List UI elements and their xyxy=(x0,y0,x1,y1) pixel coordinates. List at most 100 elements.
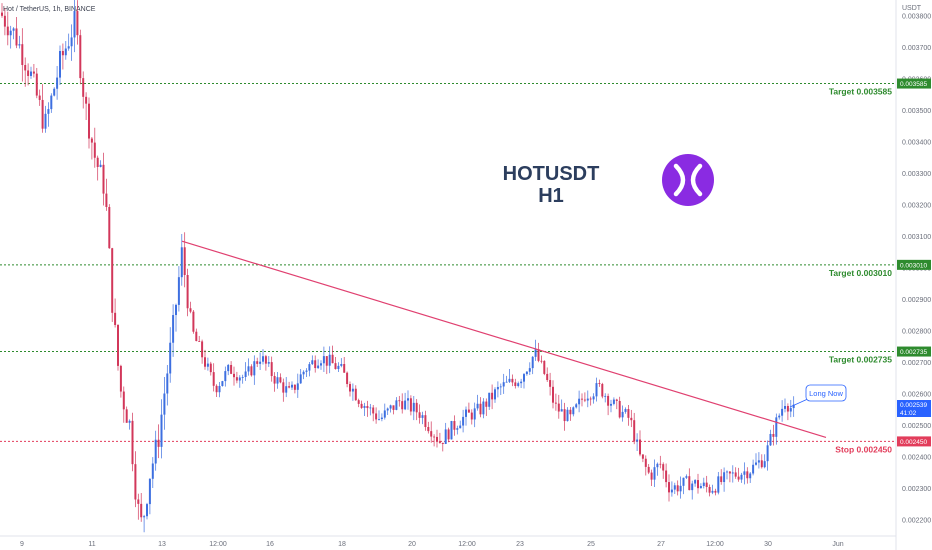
candle-body xyxy=(583,399,586,401)
candle-body xyxy=(523,374,525,382)
candle-body xyxy=(557,403,560,412)
candle-body xyxy=(665,470,668,483)
y-tick-label: 0.003300 xyxy=(902,171,931,178)
candle-body xyxy=(288,386,291,388)
candle-body xyxy=(61,51,64,56)
x-tick-label: 12:00 xyxy=(209,541,227,548)
candle-body xyxy=(177,277,180,305)
candle-body xyxy=(746,471,749,479)
candle-body xyxy=(241,377,244,378)
candle-body xyxy=(79,35,82,79)
candle-body xyxy=(563,409,566,422)
candle-body xyxy=(694,480,697,484)
candle-body xyxy=(134,464,137,500)
candle-body xyxy=(30,71,32,76)
candle-body xyxy=(206,363,209,367)
candle-body xyxy=(534,349,537,357)
long-now-callout[interactable]: Long Now xyxy=(789,384,847,408)
candle-body xyxy=(372,407,375,414)
candle-body xyxy=(366,406,369,409)
candle-body xyxy=(438,441,441,443)
candle-body xyxy=(508,378,511,382)
candle-body xyxy=(670,489,673,493)
x-axis-ticks: 9 11 13 12:00 16 18 20 12:00 23 25 27 12:00 30 Jun xyxy=(20,541,844,548)
candle-body xyxy=(186,275,189,309)
candle-body xyxy=(291,384,293,388)
y-tick-label: 0.002700 xyxy=(902,360,931,367)
chart-subtitle: H1 xyxy=(538,185,564,207)
candle-body xyxy=(50,95,53,110)
candle-body xyxy=(131,420,134,465)
last-price-tag: 0.002539 41:02 xyxy=(897,400,931,417)
candle-body xyxy=(392,405,395,410)
price-scale[interactable] xyxy=(896,0,932,550)
candle-body xyxy=(784,405,786,409)
candle-body xyxy=(743,471,746,475)
candle-body xyxy=(711,490,714,493)
candle-body xyxy=(389,405,392,409)
candle-body xyxy=(421,415,424,418)
y-tick-label: 0.002900 xyxy=(902,297,931,304)
candle-body xyxy=(35,73,38,96)
candle-body xyxy=(383,410,386,418)
x-tick-label: 12:00 xyxy=(458,541,476,548)
candle-body xyxy=(302,371,305,375)
candle-body xyxy=(270,362,273,377)
candle-body xyxy=(717,476,720,493)
candle-body xyxy=(15,28,18,46)
candle-body xyxy=(128,420,131,423)
level-label-target: Target 0.002735 xyxy=(829,355,892,365)
candle-body xyxy=(668,482,670,493)
candle-body xyxy=(436,436,438,442)
trendline[interactable] xyxy=(181,240,827,438)
candle-body xyxy=(418,412,421,418)
candle-body xyxy=(627,409,630,418)
candle-body xyxy=(363,406,366,408)
candle-body xyxy=(482,401,485,415)
candle-body xyxy=(215,385,218,393)
candle-body xyxy=(650,472,653,480)
x-tick-label: 27 xyxy=(657,541,665,548)
x-tick-label: 13 xyxy=(158,541,166,548)
candle-body xyxy=(781,408,784,416)
candle-body xyxy=(73,11,76,38)
candle-body xyxy=(357,400,360,404)
candle-body xyxy=(238,377,241,381)
candle-body xyxy=(412,402,415,412)
candle-body xyxy=(404,400,407,410)
candlesticks xyxy=(1,0,795,533)
candle-body xyxy=(143,516,146,518)
candle-body xyxy=(581,398,583,400)
candle-body xyxy=(662,464,665,471)
candle-body xyxy=(137,499,140,504)
candle-body xyxy=(647,466,650,473)
candle-body xyxy=(227,364,230,372)
candle-body xyxy=(18,44,21,46)
candle-body xyxy=(659,463,662,465)
candle-body xyxy=(636,439,639,442)
candle-body xyxy=(517,383,520,387)
candle-body xyxy=(44,113,47,129)
candle-body xyxy=(476,403,479,409)
candle-body xyxy=(267,362,270,364)
candle-body xyxy=(320,363,322,366)
candle-body xyxy=(102,164,105,194)
price-levels: Target 0.003585 0.003585 Target 0.003010 0.… xyxy=(0,78,931,454)
currency-label: USDT xyxy=(902,5,922,12)
candle-body xyxy=(604,395,607,397)
candle-body xyxy=(778,415,781,418)
candle-body xyxy=(679,485,682,492)
candle-body xyxy=(612,399,615,404)
candle-body xyxy=(41,99,44,129)
candle-body xyxy=(76,11,79,36)
candle-body xyxy=(209,363,212,373)
candle-body xyxy=(737,476,740,480)
level-price-tag xyxy=(897,346,931,357)
level-price-tag xyxy=(897,259,931,270)
candle-body xyxy=(317,365,320,369)
candle-body xyxy=(566,409,569,422)
descending-trendline[interactable] xyxy=(181,240,827,438)
x-tick-label: 23 xyxy=(516,541,524,548)
candle-body xyxy=(108,207,111,249)
